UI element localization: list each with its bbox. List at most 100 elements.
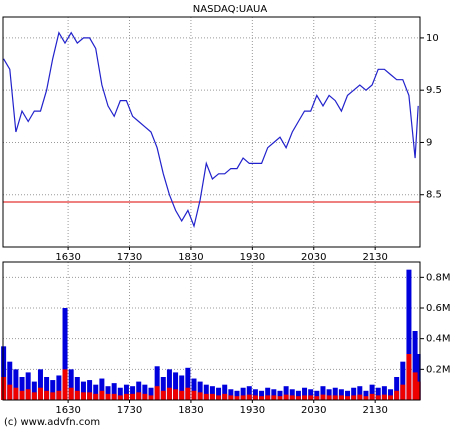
x-tick-label: 1630 bbox=[55, 252, 80, 263]
x-tick-label: 1930 bbox=[240, 405, 265, 416]
volume-bar bbox=[265, 395, 271, 400]
volume-bar bbox=[415, 354, 421, 400]
volume-bar bbox=[216, 387, 222, 400]
volume-bar bbox=[246, 386, 252, 400]
volume-bar bbox=[1, 377, 7, 400]
volume-bar bbox=[105, 393, 111, 400]
plot-background bbox=[3, 17, 420, 247]
volume-bar bbox=[56, 390, 62, 400]
volume-bar bbox=[246, 394, 252, 400]
y-tick-label: 0.8M bbox=[426, 272, 451, 283]
x-tick-label: 1830 bbox=[178, 405, 203, 416]
x-tick-label: 2130 bbox=[362, 252, 387, 263]
volume-bar bbox=[283, 394, 289, 400]
volume-bar bbox=[7, 384, 13, 400]
volume-bar bbox=[388, 389, 394, 400]
volume-bar bbox=[74, 377, 80, 400]
volume-bar bbox=[302, 395, 308, 400]
volume-bar bbox=[185, 367, 191, 400]
volume-bar bbox=[234, 390, 240, 400]
volume-bar bbox=[314, 396, 320, 400]
volume-bar bbox=[130, 393, 136, 400]
x-tick-label: 1730 bbox=[117, 405, 142, 416]
volume-bar bbox=[166, 369, 172, 400]
volume-bar bbox=[222, 393, 228, 400]
volume-bar bbox=[308, 395, 314, 400]
volume-bar bbox=[308, 389, 314, 400]
volume-bar bbox=[394, 377, 400, 400]
x-tick-label: 1830 bbox=[178, 252, 203, 263]
volume-bar bbox=[37, 387, 43, 400]
volume-bar bbox=[111, 393, 117, 400]
footer: (c) www.advfn.com bbox=[4, 417, 100, 428]
volume-bar bbox=[25, 372, 31, 400]
volume-bar bbox=[62, 369, 68, 400]
volume-bar bbox=[277, 390, 283, 400]
volume-bar bbox=[338, 395, 344, 400]
volume-bar bbox=[209, 386, 215, 400]
volume-bar bbox=[160, 377, 166, 400]
volume-bar bbox=[7, 361, 13, 400]
volume-bar bbox=[332, 395, 338, 400]
volume-bar bbox=[289, 389, 295, 400]
volume-bar bbox=[259, 390, 265, 400]
volume-bar bbox=[216, 395, 222, 400]
volume-bar bbox=[31, 381, 37, 400]
volume-bar bbox=[80, 392, 86, 400]
volume-bar bbox=[105, 386, 111, 400]
volume-bar bbox=[166, 387, 172, 400]
volume-bar bbox=[123, 384, 129, 400]
x-tick-label: 1630 bbox=[55, 405, 80, 416]
volume-bar bbox=[25, 389, 31, 400]
volume-bar bbox=[412, 372, 418, 400]
volume-bar bbox=[400, 361, 406, 400]
price-line bbox=[3, 31, 419, 229]
volume-bar bbox=[240, 387, 246, 400]
x-tick-label: 2030 bbox=[301, 405, 326, 416]
volume-bar bbox=[351, 395, 357, 400]
volume-bar bbox=[154, 386, 160, 400]
volume-bar bbox=[148, 387, 154, 400]
volume-bar bbox=[68, 387, 74, 400]
volume-bar bbox=[37, 369, 43, 400]
y-tick-label: 0.4M bbox=[426, 334, 451, 345]
volume-bar bbox=[99, 390, 105, 400]
volume-bar bbox=[142, 393, 148, 400]
volume-bar bbox=[62, 308, 68, 400]
volume-bar bbox=[375, 387, 381, 400]
volume-bar bbox=[338, 389, 344, 400]
volume-bar bbox=[111, 383, 117, 400]
volume-bar bbox=[197, 381, 203, 400]
x-tick-label: 1730 bbox=[117, 252, 142, 263]
volume-bar bbox=[228, 395, 234, 400]
volume-bar bbox=[50, 392, 56, 400]
volume-bar bbox=[87, 380, 93, 400]
volume-bar bbox=[160, 390, 166, 400]
volume-bar bbox=[351, 387, 357, 400]
volume-bar bbox=[179, 390, 185, 400]
volume-bar bbox=[314, 390, 320, 400]
volume-bar bbox=[44, 377, 50, 400]
volume-bar bbox=[345, 396, 351, 400]
volume-bar bbox=[154, 366, 160, 400]
volume-bar bbox=[265, 387, 271, 400]
volume-bar bbox=[271, 395, 277, 400]
volume-bar bbox=[31, 392, 37, 400]
volume-bar bbox=[136, 392, 142, 400]
volume-bar bbox=[406, 269, 412, 400]
x-tick-label: 2130 bbox=[362, 405, 387, 416]
volume-bar bbox=[320, 394, 326, 400]
plot-frame bbox=[2, 16, 421, 248]
volume-bar bbox=[203, 384, 209, 400]
volume-bar bbox=[283, 386, 289, 400]
volume-bar bbox=[357, 386, 363, 400]
plot-frame bbox=[2, 261, 421, 401]
volume-bar bbox=[363, 390, 369, 400]
volume-bar bbox=[197, 392, 203, 400]
volume-bar bbox=[332, 387, 338, 400]
volume-bar bbox=[363, 396, 369, 400]
volume-bar bbox=[44, 390, 50, 400]
volume-bar bbox=[136, 381, 142, 400]
volume-bar bbox=[19, 390, 25, 400]
volume-bar bbox=[295, 396, 301, 400]
